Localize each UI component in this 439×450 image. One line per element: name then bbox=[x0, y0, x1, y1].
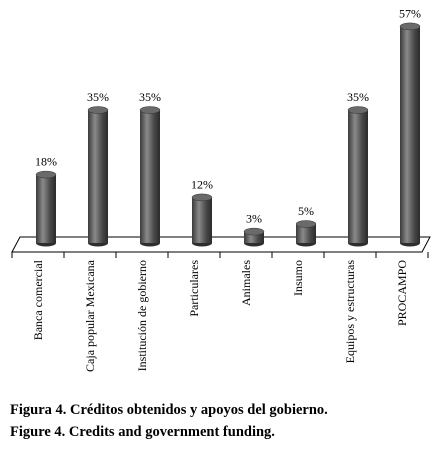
value-label: 35% bbox=[87, 90, 109, 104]
value-label: 35% bbox=[347, 90, 369, 104]
bar bbox=[140, 110, 160, 243]
cylinder bbox=[347, 106, 369, 247]
cylinder-top bbox=[191, 193, 213, 202]
cylinder bbox=[295, 220, 317, 247]
cylinder-top bbox=[139, 106, 161, 114]
cylinder-top bbox=[399, 22, 421, 31]
value-label: 57% bbox=[399, 6, 421, 20]
x-tick-label: Particulares bbox=[187, 260, 201, 317]
x-tick-label: Institución de gobierno bbox=[135, 260, 149, 371]
cylinder-top bbox=[347, 106, 369, 114]
value-label: 12% bbox=[191, 177, 213, 191]
value-label: 35% bbox=[139, 90, 161, 104]
cylinder bbox=[191, 193, 213, 247]
cylinder-top bbox=[295, 220, 317, 228]
x-tick-label: Insumo bbox=[291, 260, 305, 296]
bar bbox=[244, 231, 264, 243]
floor bbox=[11, 236, 431, 253]
bar bbox=[296, 224, 316, 243]
caption: Figure 4. Credits and government funding… bbox=[10, 424, 275, 440]
cylinder bbox=[399, 22, 421, 247]
value-label: 3% bbox=[246, 212, 262, 226]
bar bbox=[36, 174, 56, 243]
cylinder bbox=[139, 106, 161, 247]
bar bbox=[192, 197, 212, 243]
caption: Figura 4. Créditos obtenidos y apoyos de… bbox=[10, 402, 328, 418]
cylinder bbox=[35, 170, 57, 247]
cylinder-top bbox=[243, 227, 265, 236]
bar bbox=[88, 110, 108, 243]
plot-area: 18% Banca comercial 35% Caja popular Mexica… bbox=[11, 6, 429, 372]
x-tick-label: Caja popular Mexicana bbox=[83, 259, 97, 372]
bar bbox=[400, 26, 420, 244]
value-label: 18% bbox=[35, 155, 57, 169]
cylinder-top bbox=[35, 170, 57, 179]
value-label: 5% bbox=[298, 204, 314, 218]
x-tick-label: Animales bbox=[239, 260, 253, 306]
x-tick-label: PROCAMPO bbox=[395, 260, 409, 326]
x-tick-label: Banca comercial bbox=[31, 259, 45, 340]
cylinder bbox=[243, 227, 265, 247]
cylinder bbox=[87, 106, 109, 247]
bar bbox=[348, 110, 368, 243]
x-tick-label: Equipos y estructuras bbox=[343, 260, 357, 364]
cylinder-top bbox=[87, 106, 109, 114]
